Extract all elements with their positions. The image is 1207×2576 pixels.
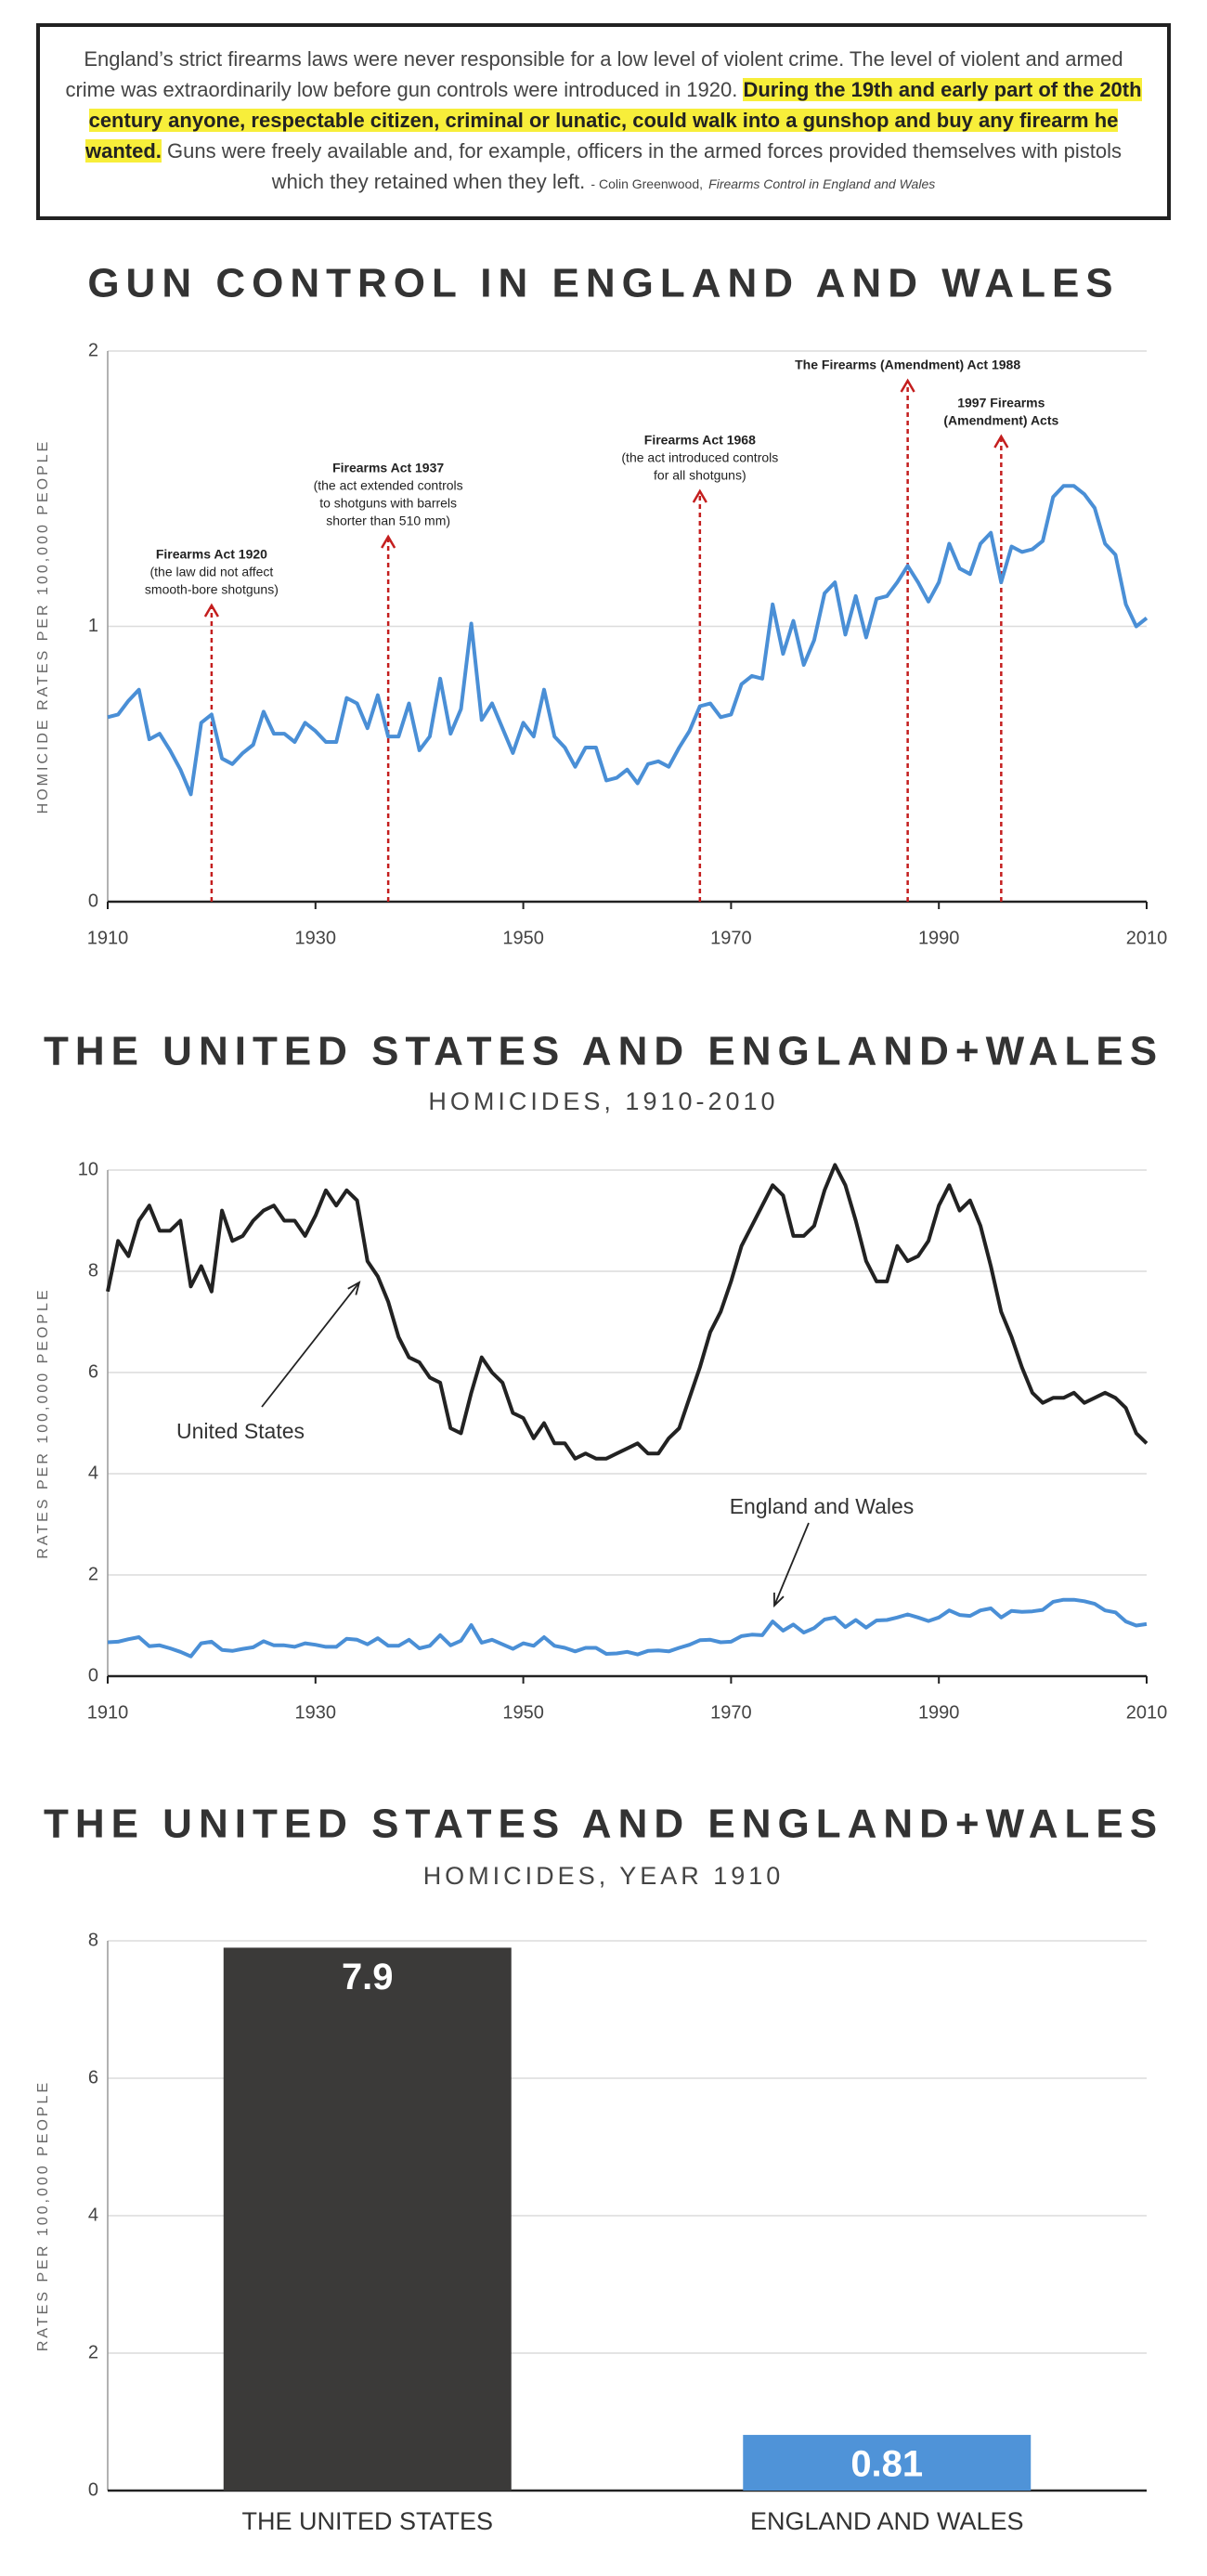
x-tick-label: THE UNITED STATES xyxy=(241,2507,493,2535)
x-tick-label: 1950 xyxy=(502,1702,544,1723)
y-tick-label: 4 xyxy=(88,1463,98,1483)
y-axis-label: HOMICIDE RATES PER 100,000 PEOPLE xyxy=(35,439,51,814)
x-tick-label: 1930 xyxy=(295,1702,337,1723)
annotation-title: Firearms Act 1968 xyxy=(644,433,756,448)
quote-box: England’s strict firearms laws were neve… xyxy=(36,23,1171,220)
annotation-title: (Amendment) Acts xyxy=(943,413,1058,428)
label-arrow xyxy=(261,1281,360,1408)
line-series xyxy=(106,1163,1149,1461)
y-tick-label: 1 xyxy=(88,616,98,636)
x-tick-label: 1930 xyxy=(295,928,337,948)
annotation-text: (the law did not affect xyxy=(149,565,273,579)
y-tick-label: 6 xyxy=(88,2067,98,2088)
x-tick-label: 2010 xyxy=(1126,928,1168,948)
chart-title: GUN CONTROL IN ENGLAND AND WALES xyxy=(87,261,1119,306)
y-tick-label: 6 xyxy=(88,1361,98,1382)
source: Firearms Control in England and Wales xyxy=(708,176,936,191)
x-tick-label: 2010 xyxy=(1126,1702,1168,1723)
annotation-text: smooth-bore shotguns) xyxy=(145,582,279,597)
attribution: - Colin Greenwood, xyxy=(591,176,704,191)
quote: England’s strict firearms laws were neve… xyxy=(57,44,1150,200)
y-axis-label: RATES PER 100,000 PEOPLE xyxy=(35,1287,51,1558)
y-tick-label: 2 xyxy=(88,1564,98,1584)
value-label: 7.9 xyxy=(342,1957,394,1997)
bar xyxy=(743,2435,1032,2491)
arrow-head xyxy=(900,378,915,393)
series-label: United States xyxy=(176,1419,305,1443)
annotation-title: Firearms Act 1937 xyxy=(332,461,444,475)
arrow-head xyxy=(203,603,219,618)
y-tick-label: 0 xyxy=(88,1665,98,1685)
quote-text: Guns were freely available and, for exam… xyxy=(167,139,1122,193)
arrow-head xyxy=(347,1281,361,1295)
chart-subtitle: HOMICIDES, YEAR 1910 xyxy=(423,1862,785,1890)
arrow-head xyxy=(993,434,1009,449)
y-tick-label: 4 xyxy=(88,2205,98,2225)
quote-text: England’s strict firearms laws were neve… xyxy=(65,47,1123,101)
y-tick-label: 10 xyxy=(78,1159,98,1179)
y-tick-label: 2 xyxy=(88,2342,98,2362)
y-tick-label: 0 xyxy=(88,2479,98,2500)
chart-title: THE UNITED STATES AND ENGLAND+WALES xyxy=(44,1029,1163,1074)
label-arrow xyxy=(773,1522,810,1607)
line-series xyxy=(107,1597,1148,1659)
series-label: England and Wales xyxy=(730,1494,915,1518)
y-tick-label: 8 xyxy=(88,1260,98,1281)
x-tick-label: 1970 xyxy=(710,928,752,948)
annotation-text: to shotguns with barrels xyxy=(319,496,457,511)
chart-title: THE UNITED STATES AND ENGLAND+WALES xyxy=(44,1802,1163,1847)
bar xyxy=(223,1947,512,2491)
x-tick-label: 1990 xyxy=(918,1702,960,1723)
x-tick-label: ENGLAND AND WALES xyxy=(750,2507,1024,2535)
value-label: 0.81 xyxy=(850,2444,923,2485)
y-tick-label: 0 xyxy=(88,891,98,911)
annotation-title: 1997 Firearms xyxy=(957,396,1045,410)
annotation-text: (the act extended controls xyxy=(314,478,463,493)
annotation-text: for all shotguns) xyxy=(654,468,746,483)
y-tick-label: 2 xyxy=(88,340,98,360)
y-tick-label: 8 xyxy=(88,1930,98,1950)
chart-subtitle: HOMICIDES, 1910-2010 xyxy=(428,1087,778,1115)
annotation-title: Firearms Act 1920 xyxy=(156,547,267,562)
x-tick-label: 1950 xyxy=(502,928,544,948)
x-tick-label: 1910 xyxy=(87,928,129,948)
arrow-head xyxy=(692,488,707,503)
x-tick-label: 1970 xyxy=(710,1702,752,1723)
arrow-head xyxy=(773,1592,785,1608)
y-axis-label: RATES PER 100,000 PEOPLE xyxy=(35,2080,51,2351)
arrow-head xyxy=(381,534,396,549)
annotation-text: (the act introduced controls xyxy=(621,450,778,465)
x-tick-label: 1910 xyxy=(87,1702,129,1723)
annotation-title: The Firearms (Amendment) Act 1988 xyxy=(795,358,1020,372)
x-tick-label: 1990 xyxy=(918,928,960,948)
annotation-text: shorter than 510 mm) xyxy=(326,514,450,528)
line-series xyxy=(107,484,1149,797)
